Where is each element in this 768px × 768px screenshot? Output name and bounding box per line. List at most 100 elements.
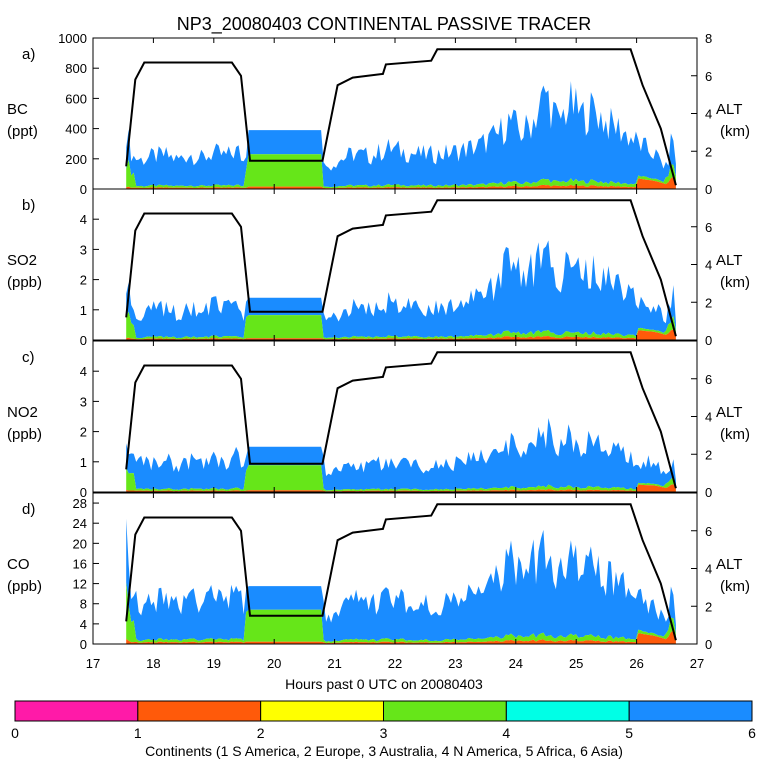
- species-label: BC: [7, 101, 28, 118]
- panel-letter: c): [22, 349, 35, 366]
- colorbar-swatch: [14, 700, 139, 722]
- x-tick-label: 27: [690, 656, 704, 671]
- alt-tick-label: 6: [705, 220, 712, 235]
- area-asia: [126, 518, 676, 642]
- unit-label: (ppt): [7, 123, 38, 140]
- x-tick-label: 20: [267, 656, 281, 671]
- alt-tick-label: 0: [705, 182, 712, 197]
- altitude-line: [125, 503, 677, 641]
- altitude-line: [125, 48, 677, 186]
- unit-label: (ppb): [7, 274, 42, 291]
- alt-tick-label: 4: [705, 410, 712, 425]
- y-tick-label: 0: [80, 637, 87, 652]
- colorbar-label: Continents (1 S America, 2 Europe, 3 Aus…: [145, 743, 623, 759]
- area-n-america: [126, 582, 676, 644]
- y-tick-label: 0: [80, 485, 87, 500]
- x-tick-label: 17: [86, 656, 100, 671]
- y-tick-label: 4: [80, 212, 87, 227]
- area-n-america: [126, 311, 676, 340]
- alt-unit-label: (km): [720, 123, 750, 140]
- y-tick-label: 200: [65, 152, 87, 167]
- alt-label: ALT: [716, 556, 742, 573]
- species-label: CO: [7, 556, 30, 573]
- panel-so2: 0 1 2 3 4 0 2 4 6 b) SO2 (ppb) ALT (km): [7, 188, 750, 348]
- panel-letter: b): [22, 197, 35, 214]
- alt-unit-label: (km): [720, 578, 750, 595]
- y-tick-label: 0: [80, 182, 87, 197]
- y-tick-label: 24: [73, 516, 87, 531]
- colorbar-tick-label: 2: [257, 725, 265, 741]
- alt-unit-label: (km): [720, 426, 750, 443]
- alt-tick-label: 6: [705, 372, 712, 387]
- alt-label: ALT: [716, 252, 742, 269]
- y-tick-label: 12: [73, 577, 87, 592]
- y-tick-label: 800: [65, 61, 87, 76]
- alt-label: ALT: [716, 101, 742, 118]
- y-tick-label: 28: [73, 496, 87, 511]
- x-tick-label: 22: [388, 656, 402, 671]
- x-tick-label: 26: [629, 656, 643, 671]
- panels: 0200400600800100002468a)BC(ppt)ALT(km)01…: [7, 31, 750, 671]
- x-tick-label: 23: [448, 656, 462, 671]
- y-tick-label: 3: [80, 242, 87, 257]
- colorbar-swatch: [260, 700, 384, 722]
- alt-tick-label: 0: [705, 333, 712, 348]
- colorbar-tick-label: 3: [380, 725, 388, 741]
- alt-tick-label: 2: [705, 295, 712, 310]
- y-tick-label: 400: [65, 122, 87, 137]
- unit-label: (ppb): [7, 578, 42, 595]
- y-tick-label: 1000: [58, 31, 87, 46]
- y-tick-label: 1: [80, 455, 87, 470]
- colorbar-swatch: [505, 700, 630, 722]
- area-s-america: [126, 329, 676, 340]
- x-tick-label: 19: [207, 656, 221, 671]
- y-tick-label: 0: [80, 333, 87, 348]
- colorbar-tick-label: 4: [502, 725, 510, 741]
- y-tick-label: 2: [80, 425, 87, 440]
- altitude-line: [125, 199, 677, 337]
- panel-letter: a): [22, 46, 35, 63]
- alt-tick-label: 8: [705, 31, 712, 46]
- y-tick-label: 16: [73, 556, 87, 571]
- x-tick-labels: 17 18 19 20 21 22 23 24 25 26 27: [86, 656, 704, 671]
- alt-tick-label: 2: [705, 599, 712, 614]
- colorbar-swatch: [628, 700, 753, 722]
- x-axis-label: Hours past 0 UTC on 20080403: [285, 676, 483, 692]
- species-label: SO2: [7, 252, 37, 269]
- alt-tick-label: 4: [705, 107, 712, 122]
- colorbar: 0 1 2 3 4 5 6: [11, 700, 756, 741]
- alt-tick-label: 2: [705, 447, 712, 462]
- unit-label: (ppb): [7, 426, 42, 443]
- alt-unit-label: (km): [720, 274, 750, 291]
- x-tick-label: 18: [146, 656, 160, 671]
- panel-no2: 0 1 2 3 4 0 2 4 6 c) NO2 (ppb) ALT (km): [7, 340, 750, 500]
- area-s-america: [126, 484, 676, 492]
- y-tick-label: 2: [80, 273, 87, 288]
- colorbar-tick-label: 5: [625, 725, 633, 741]
- y-tick-label: 4: [80, 617, 87, 632]
- alt-tick-label: 4: [705, 562, 712, 577]
- alt-tick-label: 6: [705, 524, 712, 539]
- panel-bc: 0 200 400 600 800 1000 0 2 4 6 8 a) BC (ppt) ALT (km): [7, 31, 750, 197]
- colorbar-tick-label: 6: [748, 725, 756, 741]
- colorbar-swatch: [383, 700, 507, 722]
- alt-tick-label: 4: [705, 258, 712, 273]
- alt-tick-label: 0: [705, 637, 712, 652]
- area-asia: [126, 418, 676, 491]
- area-s-america: [126, 630, 676, 644]
- altitude-line: [125, 351, 677, 489]
- y-tick-label: 4: [80, 364, 87, 379]
- species-label: NO2: [7, 404, 38, 421]
- y-tick-label: 600: [65, 91, 87, 106]
- chart-title: NP3_20080403 CONTINENTAL PASSIVE TRACER: [177, 14, 592, 35]
- y-tick-label: 1: [80, 303, 87, 318]
- area-asia: [126, 81, 676, 188]
- alt-tick-label: 6: [705, 69, 712, 84]
- colorbar-tick-label: 0: [11, 725, 19, 741]
- panel-letter: d): [22, 501, 35, 518]
- colorbar-swatch: [137, 700, 262, 722]
- alt-label: ALT: [716, 404, 742, 421]
- x-tick-label: 21: [327, 656, 341, 671]
